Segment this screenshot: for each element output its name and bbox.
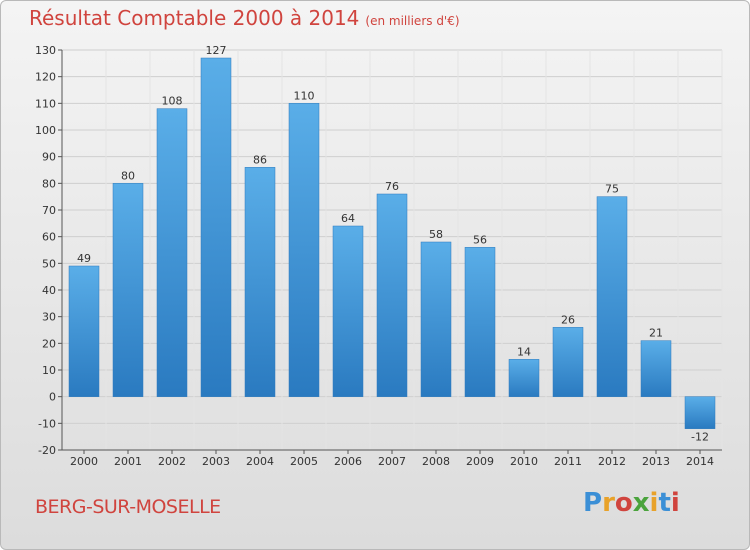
bar [508, 359, 540, 397]
x-tick-label: 2012 [598, 455, 626, 468]
logo-letter: x [632, 488, 650, 518]
bar-value-label: 86 [253, 153, 267, 166]
bar [464, 247, 496, 397]
x-tick-label: 2014 [686, 455, 714, 468]
chart-subtitle: (en milliers d'€) [365, 14, 460, 28]
x-tick-label: 2006 [334, 455, 362, 468]
x-tick-label: 2007 [378, 455, 406, 468]
y-tick-label: 30 [42, 311, 56, 324]
x-tick-label: 2003 [202, 455, 230, 468]
y-tick-label: 80 [42, 177, 56, 190]
y-tick-label: 60 [42, 231, 56, 244]
bar-value-label: 108 [162, 95, 183, 108]
logo-letter: t [658, 488, 671, 518]
bar [156, 108, 188, 397]
chart-title: Résultat Comptable 2000 à 2014 (en millie… [29, 6, 460, 30]
y-tick-label: 100 [35, 124, 56, 137]
y-tick-label: 120 [35, 71, 56, 84]
bar [68, 265, 100, 397]
y-tick-label: 110 [35, 97, 56, 110]
x-tick-label: 2004 [246, 455, 274, 468]
x-tick-label: 2001 [114, 455, 142, 468]
logo-letter: i [649, 488, 659, 518]
x-tick-label: 2010 [510, 455, 538, 468]
chart-title-text: Résultat Comptable 2000 à 2014 [29, 6, 360, 30]
bar-value-label: 76 [385, 180, 399, 193]
y-tick-label: 0 [49, 391, 56, 404]
y-tick-label: 90 [42, 151, 56, 164]
y-tick-label: -20 [38, 444, 56, 457]
bar-value-label: 26 [561, 313, 575, 326]
bar-value-label: 21 [649, 327, 663, 340]
x-tick-label: 2008 [422, 455, 450, 468]
bar-value-label: 80 [121, 169, 135, 182]
bar-value-label: 75 [605, 183, 619, 196]
logo-letter: P [583, 488, 603, 518]
bar-value-label: 49 [77, 252, 91, 265]
x-tick-label: 2002 [158, 455, 186, 468]
y-tick-label: 20 [42, 337, 56, 350]
bar-value-label: -12 [691, 431, 709, 444]
bar [684, 396, 716, 429]
logo-letter: o [614, 488, 633, 518]
y-tick-label: 40 [42, 284, 56, 297]
y-tick-label: 130 [35, 44, 56, 57]
x-tick-label: 2000 [70, 455, 98, 468]
bar [288, 103, 320, 397]
x-tick-label: 2013 [642, 455, 670, 468]
x-tick-label: 2005 [290, 455, 318, 468]
bar [376, 193, 408, 397]
bar [420, 241, 452, 397]
bar [112, 183, 144, 397]
bar [332, 225, 364, 397]
x-tick-label: 2011 [554, 455, 582, 468]
bar-value-label: 56 [473, 233, 487, 246]
bar-value-label: 58 [429, 228, 443, 241]
y-tick-label: -10 [38, 417, 56, 430]
proxiti-logo: Proxiti [583, 488, 680, 518]
bar-value-label: 127 [206, 44, 227, 57]
bar-value-label: 64 [341, 212, 355, 225]
logo-letter: r [602, 488, 615, 518]
x-tick-label: 2009 [466, 455, 494, 468]
bar [596, 196, 628, 397]
y-tick-label: 10 [42, 364, 56, 377]
bar [244, 167, 276, 397]
bar [640, 340, 672, 397]
place-name: BERG-SUR-MOSELLE [35, 496, 221, 518]
logo-letter: i [670, 488, 680, 518]
y-tick-label: 70 [42, 204, 56, 217]
y-tick-label: 50 [42, 257, 56, 270]
bar [552, 327, 584, 397]
bar-value-label: 14 [517, 345, 531, 358]
bar [200, 57, 232, 397]
bar-value-label: 110 [294, 89, 315, 102]
